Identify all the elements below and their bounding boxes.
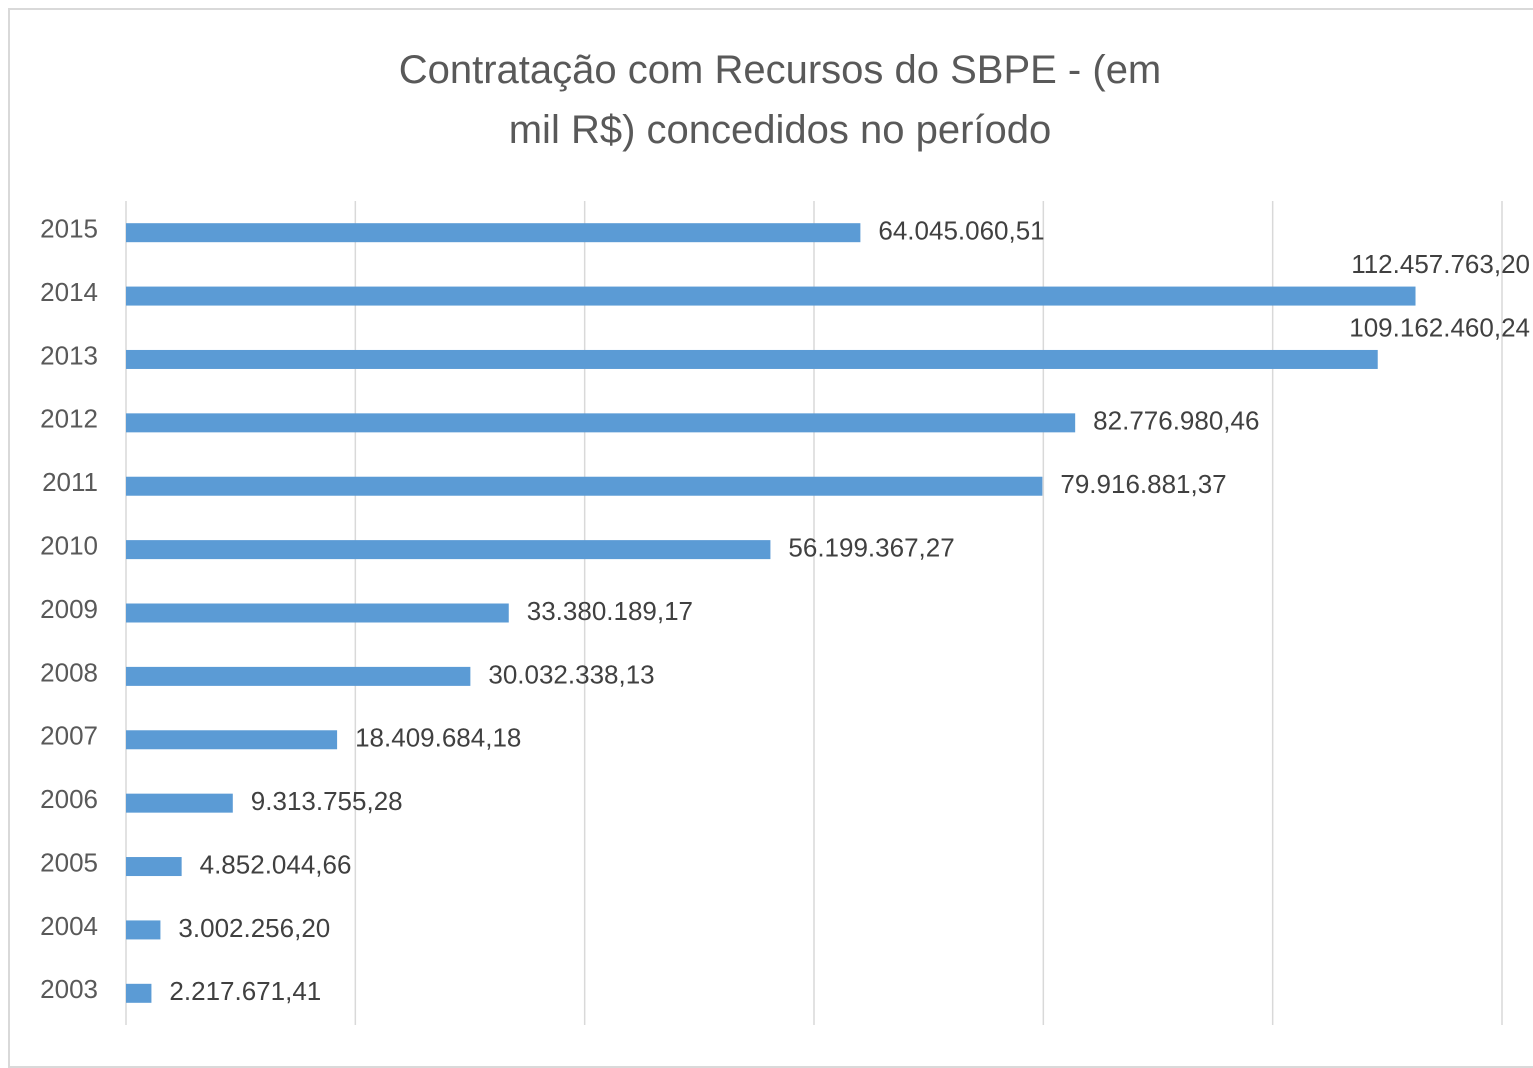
data-label: 30.032.338,13 [488, 659, 654, 689]
data-label: 79.916.881,37 [1060, 469, 1226, 499]
data-label: 2.217.671,41 [169, 976, 321, 1006]
data-label: 33.380.189,17 [527, 596, 693, 626]
bar [126, 603, 509, 623]
data-label: 64.045.060,51 [878, 216, 1044, 246]
bar [126, 540, 771, 560]
y-tick-label: 2015 [40, 214, 98, 244]
bar [126, 666, 471, 686]
data-label: 82.776.980,46 [1093, 406, 1259, 436]
bar [126, 476, 1043, 496]
y-tick-label: 2005 [40, 847, 98, 877]
y-tick-label: 2013 [40, 340, 98, 370]
data-label: 3.002.256,20 [178, 913, 330, 943]
bar [126, 730, 338, 750]
y-tick-label: 2010 [40, 530, 98, 560]
y-tick-label: 2004 [40, 911, 98, 941]
bar [126, 920, 161, 940]
bar [126, 286, 1416, 306]
bar [126, 793, 233, 813]
data-label: 56.199.367,27 [788, 532, 954, 562]
y-tick-label: 2011 [42, 467, 98, 497]
data-label: 9.313.755,28 [251, 786, 403, 816]
y-tick-label: 2006 [40, 784, 98, 814]
y-tick-label: 2008 [40, 657, 98, 687]
data-label: 112.457.763,20 [1351, 249, 1530, 279]
data-label: 109.162.460,24 [1349, 312, 1530, 342]
data-label: 18.409.684,18 [355, 723, 521, 753]
bar [126, 413, 1076, 433]
bar [126, 349, 1378, 369]
y-tick-label: 2012 [40, 404, 98, 434]
y-tick-label: 2014 [40, 277, 98, 307]
y-tick-label: 2007 [40, 721, 98, 751]
y-tick-label: 2009 [40, 594, 98, 624]
bar [126, 857, 182, 877]
bar [126, 983, 152, 1003]
chart-title: Contratação com Recursos do SBPE - (em m… [398, 48, 1162, 152]
y-tick-label: 2003 [40, 974, 98, 1004]
bar [126, 223, 861, 243]
data-label: 4.852.044,66 [200, 849, 352, 879]
